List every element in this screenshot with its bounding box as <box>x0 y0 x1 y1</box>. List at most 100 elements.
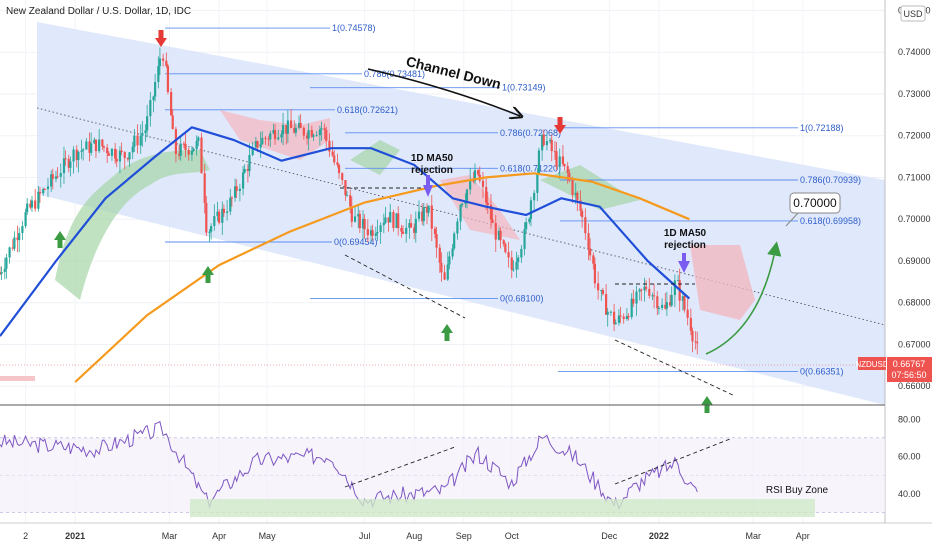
candle-body <box>171 115 174 130</box>
candle-body <box>302 127 305 136</box>
candle-body <box>54 176 58 179</box>
candle-body <box>481 180 485 187</box>
candle-body <box>589 248 592 256</box>
candle-body <box>485 186 488 203</box>
candle-body <box>533 192 536 201</box>
candle-body <box>379 225 382 232</box>
rsi-trendline-1 <box>344 446 456 488</box>
candle-body <box>102 146 106 148</box>
candle-body <box>67 158 70 168</box>
candlesticks <box>0 47 699 355</box>
candle-body <box>448 256 451 265</box>
candle-body <box>414 218 417 233</box>
candle-body <box>668 302 672 306</box>
candle-body <box>5 257 8 269</box>
candle-body <box>307 129 310 139</box>
candle-body <box>315 135 318 137</box>
candle-body <box>363 218 366 230</box>
candle-body <box>106 147 109 154</box>
candle-body <box>328 140 331 152</box>
candle-body <box>601 290 605 295</box>
candle-body <box>190 150 194 155</box>
candle-body <box>656 296 659 309</box>
rsi-buy-zone-label: RSI Buy Zone <box>766 485 829 496</box>
time-tick-label: Jul <box>359 531 371 541</box>
candle-body <box>489 204 493 220</box>
time-tick-label: 2022 <box>649 531 669 541</box>
candle-body <box>571 180 574 195</box>
candle-body <box>670 295 673 306</box>
price-tick-label: 0.74000 <box>898 47 931 57</box>
cloud-green-1 <box>55 150 210 300</box>
candle-body <box>272 130 275 134</box>
candle-body <box>256 141 259 148</box>
candle-body <box>593 263 597 284</box>
symbol-title: New Zealand Dollar / U.S. Dollar, 1D, ID… <box>6 6 191 17</box>
time-axis: 2 2021 Mar Apr May Jul Aug Sep Oct Dec 2022 Mar Apr <box>23 531 810 541</box>
time-tick-label: 2 <box>23 531 28 541</box>
candle-body <box>537 150 541 174</box>
candle-body <box>643 286 646 291</box>
candle-body <box>174 129 178 155</box>
candle-body <box>101 139 104 147</box>
candle-body <box>371 230 374 236</box>
candle-body <box>310 129 313 137</box>
candle-body <box>139 135 142 146</box>
support-trendline-2 <box>614 339 736 397</box>
time-tick-label: Apr <box>212 531 226 541</box>
candle-body <box>397 213 400 229</box>
candle-body <box>51 174 54 179</box>
candle-body <box>38 191 42 194</box>
time-tick-label: Oct <box>505 531 520 541</box>
cloud-green-2 <box>350 140 400 175</box>
candle-body <box>422 207 425 222</box>
candle-body <box>166 65 170 93</box>
candle-body <box>465 189 469 201</box>
candle-body <box>433 228 437 235</box>
cloud-red-2 <box>440 175 520 240</box>
currency-badge[interactable]: USD <box>900 5 926 22</box>
countdown: 07:56:50 <box>891 370 926 380</box>
candle-body <box>542 134 545 146</box>
candle-body <box>243 168 246 173</box>
candle-body <box>251 147 254 156</box>
candle-body <box>170 92 173 116</box>
candle-body <box>409 223 413 228</box>
moving-averages <box>0 126 691 383</box>
candle-body <box>625 315 628 319</box>
candle-body <box>477 170 480 175</box>
candle-body <box>553 151 557 153</box>
candle-body <box>126 158 130 160</box>
down-marker-1 <box>423 185 433 197</box>
candle-body <box>563 164 566 167</box>
sell-arrow <box>554 117 566 134</box>
candle-body <box>504 244 507 253</box>
sell-arrow <box>155 30 167 47</box>
price-tick-label: 0.72000 <box>898 131 931 141</box>
candle-body <box>664 304 667 309</box>
candle-body <box>600 290 603 292</box>
fib-label: 0.786(0.72068) <box>500 128 561 138</box>
price-tick-label: 0.69000 <box>898 256 931 266</box>
candle-body <box>43 189 46 191</box>
candle-body <box>216 211 219 217</box>
candle-body <box>430 205 433 229</box>
candle-body <box>30 200 34 208</box>
candle-body <box>683 296 686 310</box>
candle-body <box>323 128 326 130</box>
candle-body <box>541 134 544 151</box>
candle-body <box>85 141 88 150</box>
candle-body <box>16 237 19 241</box>
candle-body <box>182 143 186 145</box>
target-callout: 0.70000 <box>785 192 841 227</box>
candle-body <box>614 322 617 325</box>
cloud-red-left <box>0 376 35 381</box>
time-tick-label: Dec <box>601 531 618 541</box>
candle-body <box>11 247 14 249</box>
candle-body <box>349 195 352 207</box>
candle-body <box>158 58 162 67</box>
time-tick-label: Mar <box>162 531 178 541</box>
candle-body <box>561 156 565 165</box>
candle-body <box>605 294 608 315</box>
